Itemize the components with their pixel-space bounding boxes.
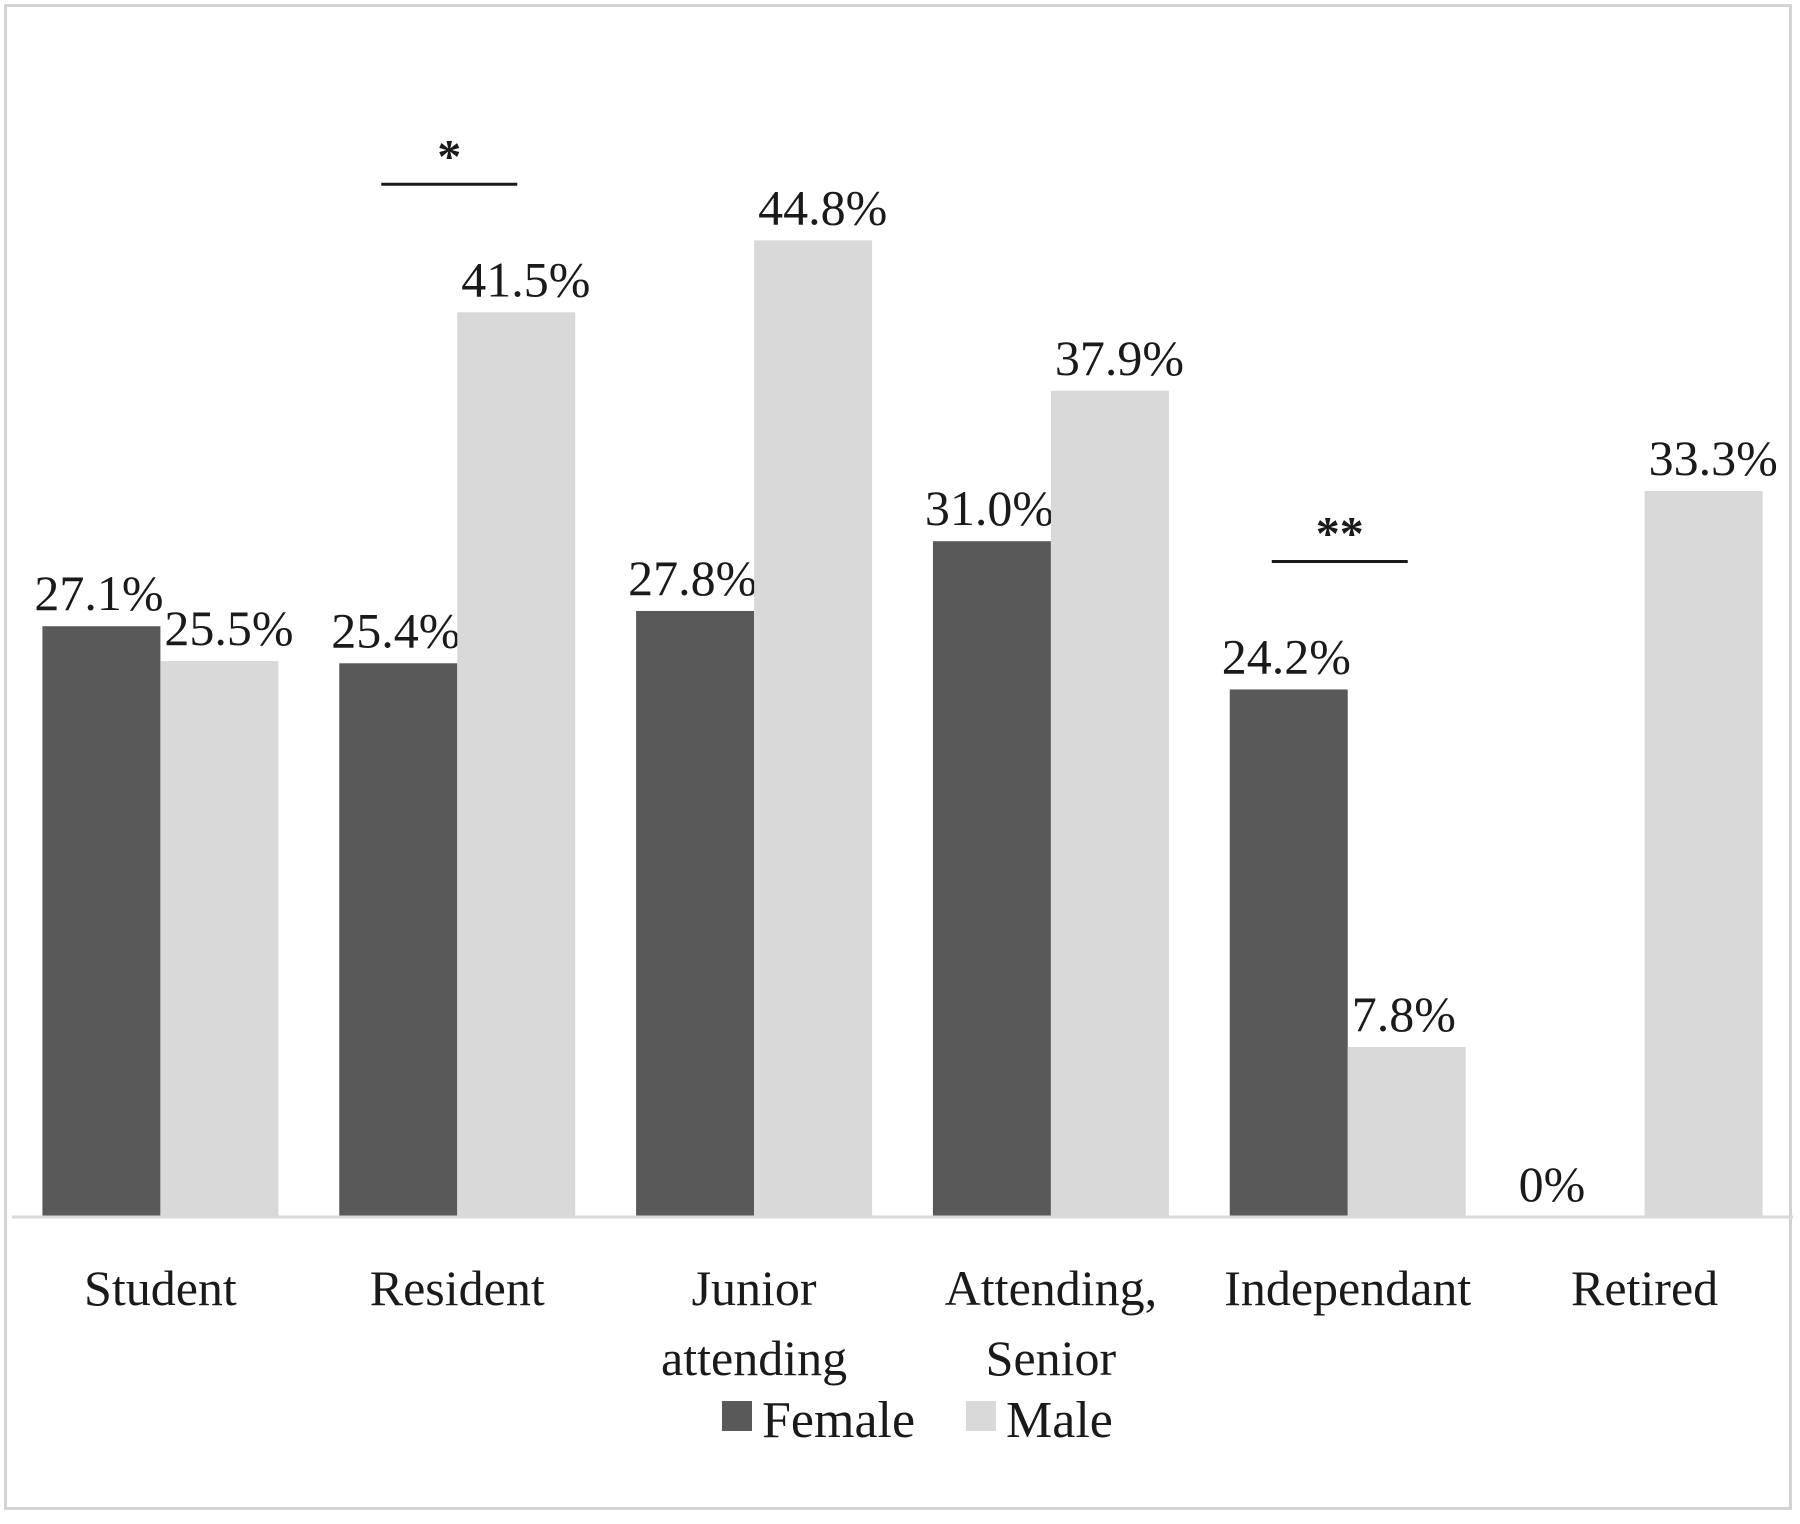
- bar-female: [1229, 689, 1348, 1217]
- significance-marker: **: [1316, 507, 1364, 560]
- data-label-male: 41.5%: [461, 251, 590, 307]
- data-label-female: 0%: [1519, 1156, 1586, 1212]
- bar-male: [160, 661, 279, 1217]
- bar-male: [754, 240, 873, 1218]
- legend-swatch-male: [966, 1401, 996, 1431]
- category-label: Junior: [692, 1260, 817, 1316]
- category-label: Resident: [370, 1260, 545, 1316]
- legend-label-female: Female: [762, 1392, 915, 1449]
- data-label-female: 31.0%: [925, 480, 1054, 536]
- category-label: Independant: [1224, 1260, 1471, 1316]
- legend-swatch-female: [722, 1401, 752, 1431]
- bar-female: [42, 626, 161, 1217]
- bar-male: [457, 312, 576, 1217]
- bar-female: [932, 541, 1051, 1217]
- bar-female: [339, 663, 458, 1217]
- data-label-male: 37.9%: [1055, 330, 1184, 386]
- bar-male: [1050, 390, 1169, 1217]
- category-label: Student: [84, 1260, 237, 1316]
- data-label-female: 27.8%: [628, 550, 757, 606]
- bar-chart: 27.1%25.5% Student 25.4% 41.5% Resident 27.8%…: [12, 130, 1793, 1449]
- legend-label-male: Male: [1006, 1392, 1113, 1449]
- data-label-male: 7.8%: [1352, 986, 1456, 1042]
- category-label: Retired: [1571, 1260, 1718, 1316]
- significance-marker: *: [437, 130, 461, 183]
- bar-female: [636, 610, 755, 1217]
- bar-male: [1347, 1046, 1466, 1217]
- category-label: attending: [661, 1330, 847, 1386]
- data-label-male: 33.3%: [1649, 430, 1778, 486]
- bar-male: [1644, 491, 1763, 1217]
- category-label: Attending,: [945, 1260, 1157, 1316]
- data-label-female: 27.1%: [34, 565, 163, 621]
- data-label-female: 25.4%: [331, 602, 460, 658]
- data-label-male: 25.5%: [164, 600, 293, 656]
- category-label: Senior: [986, 1330, 1117, 1386]
- data-label-male: 44.8%: [758, 179, 887, 235]
- data-label-female: 24.2%: [1222, 628, 1351, 684]
- chart-frame: 27.1% 25.5% Student 25.4% 41.5% Resident 27.8%…: [4, 4, 1793, 1510]
